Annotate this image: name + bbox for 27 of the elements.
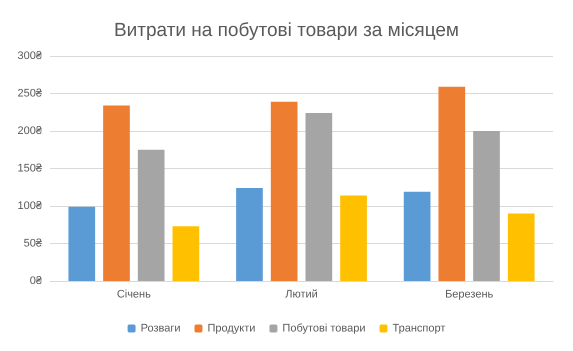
bar bbox=[270, 102, 298, 281]
y-tick-label: 300₴ bbox=[18, 50, 43, 62]
bar bbox=[508, 214, 535, 281]
y-tick-label: 100₴ bbox=[18, 200, 43, 212]
bar bbox=[68, 206, 96, 281]
legend-label: Транспорт bbox=[392, 322, 446, 334]
y-tick-label: 150₴ bbox=[18, 162, 43, 174]
x-tick-label: Лютий bbox=[285, 288, 318, 300]
chart-title: Витрати на побутові товари за місяцем bbox=[114, 20, 459, 41]
y-tick-label: 200₴ bbox=[18, 125, 43, 137]
bar bbox=[473, 131, 500, 281]
x-tick-label: Січень bbox=[116, 288, 152, 300]
legend-label: Продукти bbox=[207, 322, 256, 334]
bar bbox=[172, 226, 200, 281]
y-tick-label: 0₴ bbox=[30, 275, 43, 287]
bar bbox=[306, 113, 332, 281]
bar bbox=[404, 192, 430, 281]
bar bbox=[438, 86, 466, 281]
x-tick-label: Березень bbox=[445, 288, 494, 300]
y-tick-label: 250₴ bbox=[18, 88, 43, 100]
bar bbox=[236, 188, 263, 281]
bar bbox=[103, 106, 130, 281]
bar bbox=[138, 150, 165, 281]
legend-label: Розваги bbox=[140, 322, 180, 334]
legend-label: Побутові товари bbox=[282, 322, 366, 334]
bar bbox=[340, 196, 367, 281]
y-tick-label: 50₴ bbox=[24, 238, 43, 250]
